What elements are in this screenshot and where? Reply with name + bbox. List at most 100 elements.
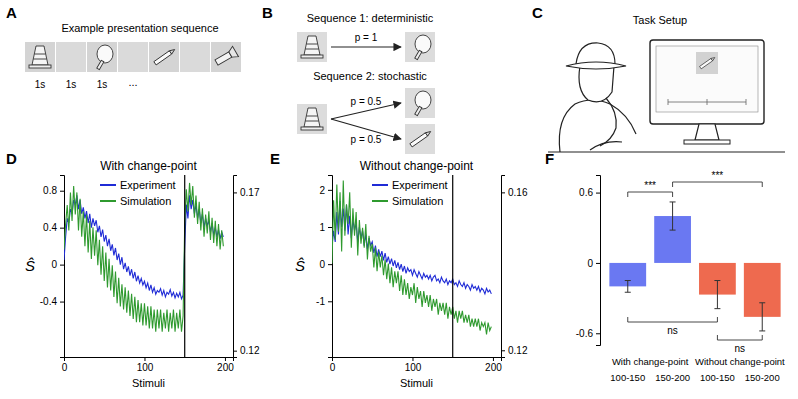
y-axis: -1012 [316,176,332,358]
tick: 200 [485,357,502,373]
icon-part [425,130,431,136]
tick-mark [328,264,332,265]
stimulus-frame [180,42,210,72]
category-label: 100-150 [700,372,735,383]
error-bar-cap [714,280,720,281]
x-axis: 0100200 [62,357,235,373]
tick: 0 [319,259,332,270]
icon-part [307,116,318,117]
tick-label: -1 [316,296,325,307]
drawing-part [695,124,719,140]
legend-swatch [372,200,388,202]
chart-f: -0.600.6F100-150150-200100-150150-200Wit… [545,150,785,383]
response-tick [746,99,747,105]
icon-part [154,51,172,65]
y-axis-title: Ŝ [25,257,35,274]
tick-label: 0.17 [240,187,260,198]
x-axis-line [65,358,234,362]
tick-mark [596,333,600,334]
chart-title: Without change-point [360,159,474,173]
drawing-part [566,62,626,69]
response-tick [707,99,708,105]
tick: -1 [316,296,332,307]
icon-part [415,35,431,53]
legend: ExperimentSimulation [372,179,448,207]
tick: -0.6 [576,328,600,339]
error-bar [670,202,676,230]
x-axis-line [333,358,502,362]
duration-label: 1s [35,79,46,90]
tick-mark [60,302,64,303]
ellipsis: ... [128,76,137,88]
stimulus-frame [405,32,435,62]
tick-label: -0.6 [576,328,594,339]
y-axis: -0.600.6 [576,176,601,346]
tick-label: 0.8 [43,185,57,196]
figure: AExample presentation sequence1s1s1s...B… [0,0,798,399]
tick-mark [328,190,332,191]
legend-label: Simulation [120,195,171,207]
panel-a: AExample presentation sequence1s1s1s... [6,4,241,90]
tick-mark [596,193,600,194]
icon-cone [301,108,323,130]
stimulus-frame [211,42,241,72]
error-bar-stem [717,281,718,309]
error-bar [625,281,631,293]
significance-bracket [717,335,762,340]
tick-mark [501,192,505,193]
error-bar-stem [672,202,673,230]
icon-part [410,130,432,147]
tick-mark [60,228,64,229]
drawing-part [590,142,622,150]
tick-mark [60,191,64,192]
panel-label: F [545,150,554,167]
duration-label: 1s [66,79,77,90]
legend-label: Experiment [392,179,448,191]
tick: 0.12 [233,345,260,356]
tick-mark [144,357,145,361]
legend-swatch [100,200,116,202]
tick-mark [596,263,600,264]
tick: 100 [405,357,422,373]
tick-label: 0.12 [240,345,260,356]
significance-label: ns [667,325,678,336]
stimulus-frame [405,124,435,154]
series-line [332,181,491,335]
change-point-line [452,175,453,357]
panel-label: A [6,4,17,21]
tick: 0.12 [501,345,528,356]
icon-part [33,59,46,60]
y2-axis: 0.12 0.17 [233,176,260,358]
panel-b: BSequence 1: deterministicp = 1Sequence … [262,4,435,154]
icon-part [215,52,232,65]
y2-axis: 0.120.16 [501,176,528,358]
panel-label: C [532,4,543,21]
legend-swatch [100,184,116,186]
chart-e: 0100200-10120.120.16EWithout change-poin… [270,150,528,389]
drawing-part [576,43,615,64]
icon-paddle [415,91,431,116]
significance-label: *** [712,170,724,181]
probability-label: p = 1 [355,32,378,43]
desk [548,151,785,152]
tick: 0.17 [233,187,260,198]
y2-axis-line [234,176,238,358]
icon-part [301,55,323,58]
chart-title: With change-point [100,159,197,173]
monitor-base [684,140,730,144]
y-axis-line [60,176,65,358]
icon-part [307,44,318,45]
tick: 200 [217,357,234,373]
icon-part [227,46,238,59]
stimulus-frame [118,42,148,72]
icon-part [305,121,318,122]
icon-part [35,54,46,55]
duration-label: 1s [97,79,108,90]
tick-label: 1 [319,222,325,233]
error-bar-cap [625,292,631,293]
legend-label: Experiment [120,179,176,191]
icon-part [304,36,320,55]
monitor-screen [656,46,758,112]
stimulus-frame [696,52,718,74]
error-bar-cap [759,330,765,331]
